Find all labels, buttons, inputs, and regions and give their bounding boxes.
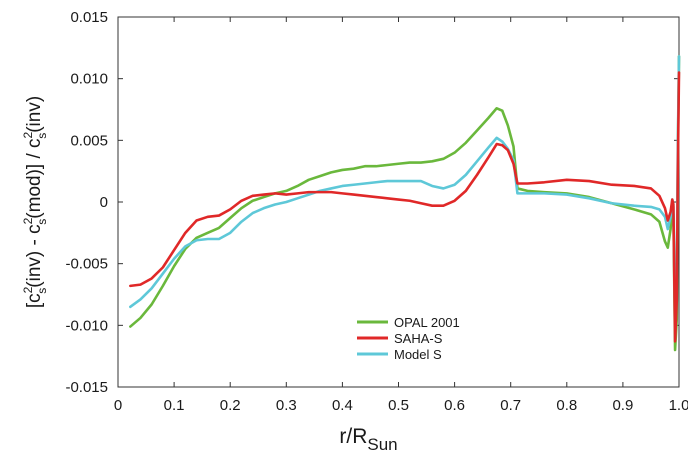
y-axis-title-part: (inv)	[24, 96, 45, 133]
x-tick-label: 0.9	[612, 397, 633, 414]
x-axis-title: r/RSun	[339, 425, 397, 454]
y-axis-title-part: (inv) - c	[24, 224, 45, 287]
y-axis-title-part: 2	[21, 286, 35, 293]
y-axis-title-part: s	[35, 219, 49, 225]
x-tick-label: 0.2	[220, 397, 241, 414]
y-tick-label: 0.015	[70, 9, 108, 26]
y-axis-title-part: 2	[21, 131, 35, 138]
series-line-saha-s	[129, 71, 681, 343]
series-lines	[129, 55, 681, 352]
x-tick-label: 0.6	[444, 397, 465, 414]
y-axis-title-part: (mod)] / c	[24, 138, 45, 218]
x-tick-label: 0.7	[500, 397, 521, 414]
x-tick-label: 0.1	[164, 397, 185, 414]
y-tick-label: 0	[100, 194, 108, 211]
x-axis-title-sub: Sun	[367, 435, 397, 454]
y-tick-label: 0.005	[70, 132, 108, 149]
y-axis-title-part: 2	[21, 217, 35, 224]
y-tick-label: -0.010	[65, 317, 108, 334]
y-axis-title-part: [c	[24, 293, 45, 308]
x-tick-label: 0.4	[332, 397, 353, 414]
y-axis-title-part: s	[35, 133, 49, 139]
x-axis: 0 0.1 0.2 0.3 0.4 0.5 0.6 0.7 0.8 0.9 1.0	[114, 17, 688, 414]
y-tick-label: -0.005	[65, 256, 108, 273]
x-axis-title-main: r/R	[339, 425, 367, 448]
y-tick-label: 0.010	[70, 71, 108, 88]
x-tick-label: 0.8	[556, 397, 577, 414]
legend-label: SAHA-S	[394, 331, 443, 346]
y-axis-title: [c2s(inv) - c2s(mod)] / c2s(inv)	[21, 96, 49, 308]
series-line-opal-2001	[129, 55, 681, 352]
legend-label: Model S	[394, 347, 442, 362]
x-tick-label: 0.3	[276, 397, 297, 414]
series-line-model-s	[129, 55, 681, 321]
y-tick-label: -0.015	[65, 379, 108, 396]
y-axis: -0.015 -0.010 -0.005 0 0.005 0.010 0.015	[65, 9, 679, 396]
x-tick-label: 1.0	[669, 397, 688, 414]
x-tick-label: 0	[114, 397, 122, 414]
legend-label: OPAL 2001	[394, 315, 460, 330]
x-tick-label: 0.5	[388, 397, 409, 414]
y-axis-title-part: s	[35, 288, 49, 294]
